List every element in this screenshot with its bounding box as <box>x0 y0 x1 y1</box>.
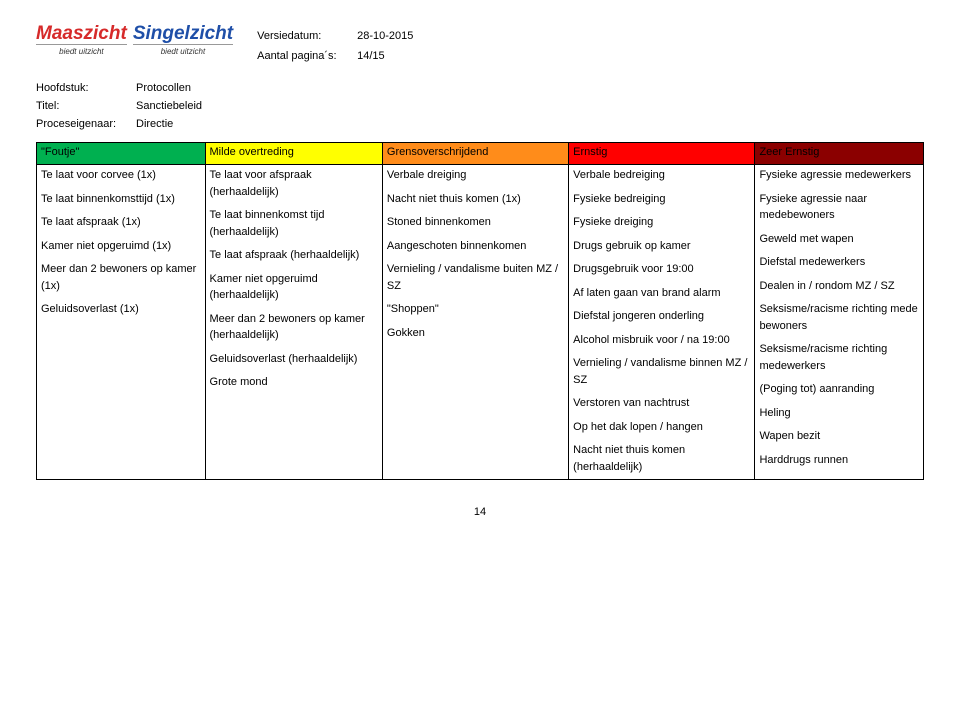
list-item: Harddrugs runnen <box>759 452 919 469</box>
page-number: 14 <box>36 506 924 518</box>
list-item: Verstoren van nachtrust <box>573 395 750 412</box>
logo-maaszicht: Maaszicht biedt uitzicht <box>36 24 127 56</box>
versiedatum-value: 28-10-2015 <box>357 30 457 42</box>
doc-meta: Hoofdstuk: Protocollen Titel: Sanctiebel… <box>36 82 924 130</box>
versiedatum-label: Versiedatum: <box>257 30 357 42</box>
logo-main-text: Maaszicht <box>36 24 127 43</box>
list-item: Te laat afspraak (1x) <box>41 214 201 231</box>
list-item: Geweld met wapen <box>759 231 919 248</box>
list-item: Geluidsoverlast (herhaaldelijk) <box>210 351 378 368</box>
list-item: Kamer niet opgeruimd (herhaaldelijk) <box>210 271 378 304</box>
list-item: Alcohol misbruik voor / na 19:00 <box>573 332 750 349</box>
list-item: Nacht niet thuis komen (herhaaldelijk) <box>573 442 750 475</box>
logo-divider <box>36 44 127 45</box>
list-item: Fysieke dreiging <box>573 214 750 231</box>
list-item: Fysieke agressie medewerkers <box>759 167 919 184</box>
th-zeer-ernstig: Zeer Ernstig <box>755 143 924 165</box>
list-item: Te laat voor afspraak (herhaaldelijk) <box>210 167 378 200</box>
list-item: Seksisme/racisme richting mede bewoners <box>759 301 919 334</box>
list-item: Stoned binnenkomen <box>387 214 564 231</box>
list-item: Geluidsoverlast (1x) <box>41 301 201 318</box>
list-item: Fysieke agressie naar medebewoners <box>759 191 919 224</box>
list-item: Drugs gebruik op kamer <box>573 238 750 255</box>
list-item: Kamer niet opgeruimd (1x) <box>41 238 201 255</box>
logo-tagline: biedt uitzicht <box>161 47 205 56</box>
th-foutje: "Foutje" <box>37 143 206 165</box>
list-item: Af laten gaan van brand alarm <box>573 285 750 302</box>
list-item: (Poging tot) aanranding <box>759 381 919 398</box>
list-item: Te laat binnenkomst tijd (herhaaldelijk) <box>210 207 378 240</box>
list-item: Verbale dreiging <box>387 167 564 184</box>
paginas-value: 14/15 <box>357 50 457 62</box>
th-ernstig: Ernstig <box>569 143 755 165</box>
list-item: Te laat binnenkomsttijd (1x) <box>41 191 201 208</box>
list-item: Drugsgebruik voor 19:00 <box>573 261 750 278</box>
hoofdstuk-label: Hoofdstuk: <box>36 82 136 94</box>
meta-block: Versiedatum: 28-10-2015 Aantal pagina´s:… <box>257 30 457 62</box>
list-item: Diefstal jongeren onderling <box>573 308 750 325</box>
list-item: Vernieling / vandalisme binnen MZ / SZ <box>573 355 750 388</box>
logo-tagline: biedt uitzicht <box>59 47 103 56</box>
th-grens: Grensoverschrijdend <box>382 143 568 165</box>
list-item: Fysieke bedreiging <box>573 191 750 208</box>
list-item: Heling <box>759 405 919 422</box>
list-item: Dealen in / rondom MZ / SZ <box>759 278 919 295</box>
cell-foutje: Te laat voor corvee (1x) Te laat binnenko… <box>37 165 206 480</box>
list-item: Meer dan 2 bewoners op kamer (1x) <box>41 261 201 294</box>
list-item: "Shoppen" <box>387 301 564 318</box>
cell-grens: Verbale dreiging Nacht niet thuis komen (… <box>382 165 568 480</box>
paginas-label: Aantal pagina´s: <box>257 50 357 62</box>
list-item: Verbale bedreiging <box>573 167 750 184</box>
sanction-table: "Foutje" Milde overtreding Grensoverschr… <box>36 142 924 480</box>
eigenaar-value: Directie <box>136 118 924 130</box>
list-item: Wapen bezit <box>759 428 919 445</box>
logo-second-text: Singelzicht <box>133 24 233 43</box>
list-item: Meer dan 2 bewoners op kamer (herhaaldel… <box>210 311 378 344</box>
logo-block: Maaszicht biedt uitzicht Singelzicht bie… <box>36 24 233 56</box>
list-item: Gokken <box>387 325 564 342</box>
titel-label: Titel: <box>36 100 136 112</box>
logo-divider <box>133 44 233 45</box>
list-item: Nacht niet thuis komen (1x) <box>387 191 564 208</box>
document-page: Maaszicht biedt uitzicht Singelzicht bie… <box>0 0 960 554</box>
th-milde: Milde overtreding <box>205 143 382 165</box>
cell-zeer-ernstig: Fysieke agressie medewerkers Fysieke agre… <box>755 165 924 480</box>
list-item: Seksisme/racisme richting medewerkers <box>759 341 919 374</box>
list-item: Diefstal medewerkers <box>759 254 919 271</box>
list-item: Vernieling / vandalisme buiten MZ / SZ <box>387 261 564 294</box>
list-item: Op het dak lopen / hangen <box>573 419 750 436</box>
list-item: Te laat voor corvee (1x) <box>41 167 201 184</box>
logo-singelzicht: Singelzicht biedt uitzicht <box>133 24 233 56</box>
cell-milde: Te laat voor afspraak (herhaaldelijk) Te … <box>205 165 382 480</box>
header-row: Maaszicht biedt uitzicht Singelzicht bie… <box>36 24 924 62</box>
list-item: Te laat afspraak (herhaaldelijk) <box>210 247 378 264</box>
hoofdstuk-value: Protocollen <box>136 82 924 94</box>
list-item: Aangeschoten binnenkomen <box>387 238 564 255</box>
list-item: Grote mond <box>210 374 378 391</box>
titel-value: Sanctiebeleid <box>136 100 924 112</box>
table-row: Te laat voor corvee (1x) Te laat binnenko… <box>37 165 924 480</box>
cell-ernstig: Verbale bedreiging Fysieke bedreiging Fysi… <box>569 165 755 480</box>
eigenaar-label: Proceseigenaar: <box>36 118 136 130</box>
